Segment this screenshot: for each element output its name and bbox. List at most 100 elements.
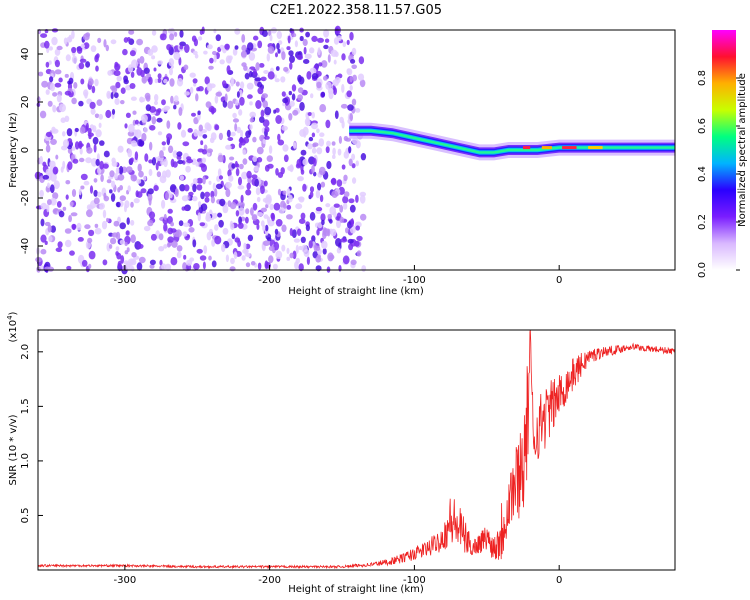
- spectrogram-cell: [306, 256, 310, 265]
- spectrogram-cell: [297, 176, 304, 181]
- spectrogram-cell: [49, 76, 54, 83]
- spectrogram-cell: [98, 122, 102, 128]
- spectrogram-cell: [143, 175, 147, 181]
- spectrogram-cell: [289, 252, 294, 259]
- spectrogram-cell: [40, 218, 45, 227]
- spectrogram-cell: [311, 73, 319, 80]
- spectrogram-cell: [69, 250, 75, 256]
- spectrogram-cell: [160, 33, 167, 41]
- spectrogram-cell: [267, 220, 275, 227]
- spectrogram-cell: [275, 52, 278, 58]
- spectrogram-cell: [309, 211, 316, 221]
- spectrogram-cell: [218, 175, 224, 180]
- spectrogram-cell: [124, 250, 129, 255]
- spectrogram-cell: [254, 77, 262, 82]
- spectrogram-cell: [246, 170, 252, 179]
- spectrogram-cell: [242, 158, 248, 165]
- signal-hot-spot: [541, 146, 552, 150]
- y-tick-label: 0: [20, 147, 31, 153]
- spectrogram-cell: [176, 151, 183, 157]
- spectrogram-cell: [64, 90, 72, 96]
- y-tick-label: 1.0: [20, 453, 31, 469]
- spectrogram-cell: [286, 247, 290, 254]
- spectrogram-cell: [311, 35, 318, 43]
- spectrogram-cell: [277, 48, 281, 54]
- spectrogram-cell: [148, 76, 153, 85]
- spectrogram-cell: [145, 95, 151, 102]
- spectrogram-cell: [239, 201, 245, 208]
- spectrogram-cell: [292, 109, 299, 116]
- spectrogram-cell: [229, 266, 236, 272]
- spectrogram-cell: [117, 145, 124, 153]
- signal-hot-spot: [588, 146, 603, 150]
- spectrogram-cell: [277, 139, 285, 146]
- spectrogram-cell: [138, 256, 146, 264]
- spectrogram-cell: [243, 65, 248, 71]
- spectrogram-x-label: Height of straight line (km): [288, 286, 424, 297]
- spectrogram-cell: [139, 97, 146, 103]
- spectrogram-cell: [52, 92, 58, 97]
- spectrogram-cell: [130, 71, 135, 78]
- spectrogram-cell: [276, 30, 282, 40]
- spectrogram-cell: [338, 135, 342, 144]
- spectrogram-cell: [169, 67, 173, 76]
- spectrogram-cell: [247, 94, 253, 99]
- spectrogram-cell: [102, 163, 109, 169]
- spectrogram-cell: [234, 160, 238, 168]
- spectrogram-cell: [44, 240, 48, 245]
- spectrogram-cell: [74, 127, 79, 133]
- spectrogram-cell: [192, 183, 197, 193]
- spectrogram-cell: [136, 262, 143, 271]
- spectrogram-cell: [188, 227, 195, 233]
- spectrogram-cell: [227, 137, 234, 141]
- spectrogram-cell: [117, 260, 122, 268]
- spectrogram-cell: [161, 263, 167, 270]
- spectrogram-cell: [328, 90, 334, 100]
- spectrogram-cell: [137, 163, 142, 172]
- spectrogram-cell: [93, 197, 100, 205]
- spectrogram-cell: [342, 195, 349, 204]
- spectrogram-cell: [78, 62, 85, 70]
- spectrogram-cell: [159, 175, 167, 184]
- spectrogram-cell: [66, 265, 72, 271]
- spectrogram-cell: [162, 217, 169, 225]
- spectrogram-cell: [241, 34, 246, 43]
- spectrogram-cell: [281, 224, 287, 233]
- spectrogram-cell: [154, 100, 158, 106]
- spectrogram-cell: [147, 219, 154, 227]
- spectrogram-cell: [268, 245, 275, 252]
- spectrogram-cell: [39, 189, 44, 198]
- spectrogram-cell: [359, 191, 367, 197]
- spectrogram-cell: [337, 148, 342, 156]
- spectrogram-cell: [147, 49, 154, 56]
- spectrogram-cell: [345, 227, 349, 234]
- spectrogram-cell: [323, 228, 330, 237]
- spectrogram-cell: [40, 202, 48, 210]
- spectrogram-cell: [46, 204, 50, 213]
- spectrogram-cell: [64, 73, 69, 78]
- spectrogram-cell: [286, 46, 291, 51]
- spectrogram-cell: [296, 228, 302, 236]
- spectrogram-cell: [179, 175, 185, 181]
- spectrogram-cell: [200, 191, 205, 200]
- spectrogram-cell: [325, 203, 331, 208]
- spectrogram-cell: [69, 201, 74, 207]
- spectrogram-cell: [119, 195, 127, 202]
- spectrogram-cell: [266, 155, 273, 163]
- spectrogram-cell: [265, 224, 269, 232]
- spectrogram-cell: [52, 166, 59, 175]
- spectrogram-cell: [303, 59, 310, 64]
- spectrogram-cell: [47, 100, 53, 107]
- spectrogram-cell: [311, 165, 315, 174]
- snr-x-ticks: -300 -200 -100 0: [114, 565, 562, 586]
- spectrogram-cell: [153, 185, 159, 192]
- spectrogram-cell: [115, 246, 120, 252]
- spectrogram-cell: [123, 260, 129, 265]
- spectrogram-cell: [158, 246, 165, 252]
- spectrogram-cell: [317, 47, 321, 56]
- spectrogram-cell: [171, 240, 178, 248]
- spectrogram-cell: [257, 87, 264, 95]
- spectrogram-cell: [316, 229, 320, 236]
- spectrogram-cell: [226, 65, 231, 74]
- spectrogram-cell: [359, 194, 366, 204]
